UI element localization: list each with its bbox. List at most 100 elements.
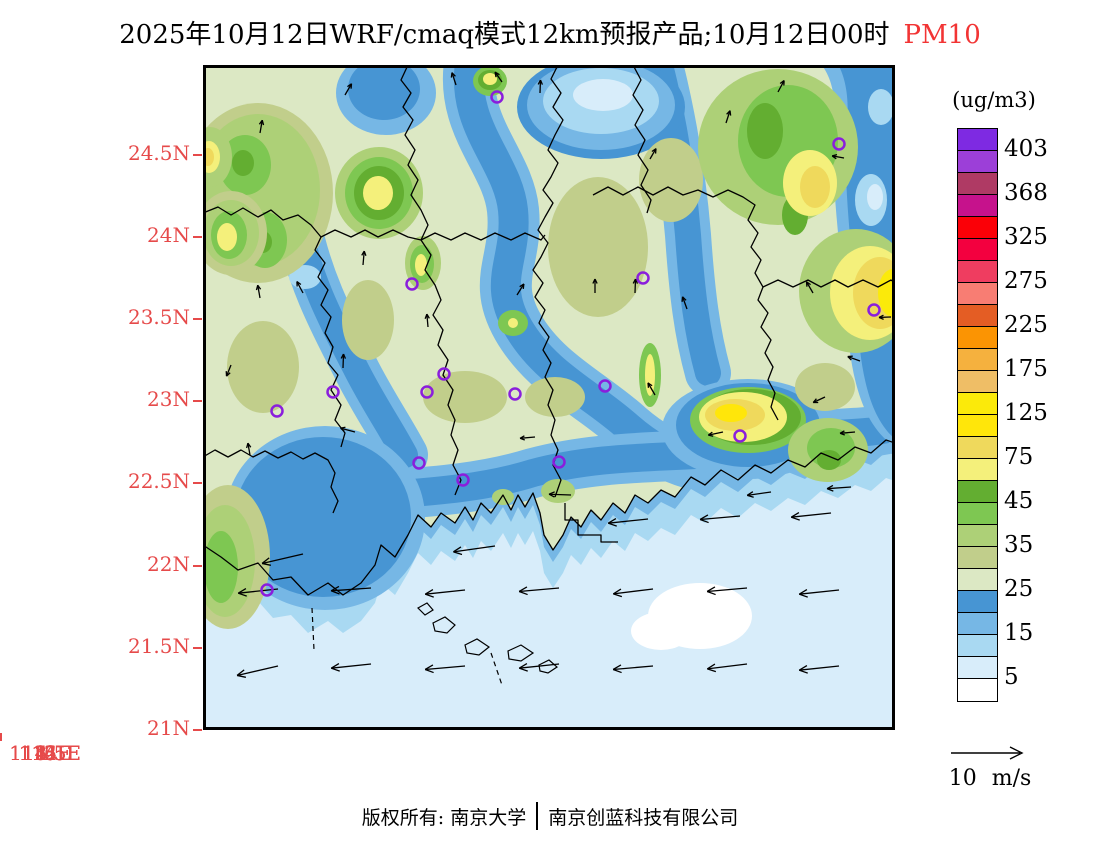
island-outline xyxy=(417,602,434,616)
wind-vector-barb xyxy=(608,522,617,527)
wind-vector-shaft xyxy=(707,587,748,593)
wind-vector xyxy=(878,314,892,320)
contour-blob xyxy=(232,150,254,176)
contour-blob xyxy=(867,184,883,210)
wind-vector-shaft xyxy=(247,443,251,456)
wind-vector-barb xyxy=(342,353,347,359)
wind-vector-shaft xyxy=(805,281,814,294)
station-marker xyxy=(405,277,419,291)
colorbar-boundary-label: 5 xyxy=(1004,664,1019,690)
station-marker xyxy=(270,404,284,418)
wind-vector-shaft xyxy=(812,396,826,404)
wind-vector-shaft xyxy=(725,110,731,124)
wind-vector-barb xyxy=(607,517,617,524)
wind-vector-shaft xyxy=(840,431,856,434)
footer-right: 南京创蓝科技有限公司 xyxy=(548,806,739,829)
contour-blob xyxy=(492,489,514,505)
colorbar-cell xyxy=(958,591,997,613)
wind-vector-shaft xyxy=(519,663,560,669)
contour-blob xyxy=(878,269,895,317)
wind-vector-barb xyxy=(522,283,525,290)
wind-vector xyxy=(706,663,748,673)
wind-vector-barb xyxy=(613,593,623,598)
wind-vector-shaft xyxy=(647,382,656,396)
colorbar-cell xyxy=(958,195,997,217)
wind-vector-shaft xyxy=(649,148,657,160)
copyright-footer: 版权所有: 南京大学 南京创蓝科技有限公司 xyxy=(0,802,1100,830)
contour-blob xyxy=(217,223,237,251)
colorbar-cell xyxy=(958,569,997,591)
colorbar-boundary-label: 125 xyxy=(1004,400,1048,426)
colorbar-cell xyxy=(958,283,997,305)
wind-vector xyxy=(255,284,262,299)
wind-vector xyxy=(839,430,856,436)
footer-left: 版权所有: 南京大学 xyxy=(361,806,527,829)
wind-vector xyxy=(453,545,496,556)
contour-blob xyxy=(508,318,518,328)
wind-vector-barb xyxy=(634,278,639,284)
wind-vector-shaft xyxy=(362,250,365,266)
wind-vector xyxy=(699,514,741,524)
wind-vector-barb xyxy=(798,664,808,671)
wind-vector-shaft xyxy=(494,71,503,83)
contour-blob xyxy=(631,612,691,650)
wind-vector xyxy=(632,278,639,294)
lon-tick-label: 115.5E xyxy=(9,741,81,765)
wind-vector-barb xyxy=(799,669,808,674)
wind-vector-barb xyxy=(330,585,340,592)
admin-boundary xyxy=(632,65,652,214)
admin-boundary xyxy=(203,206,346,448)
colorbar-cell xyxy=(958,679,997,701)
admin-boundary xyxy=(532,65,564,498)
station-marker xyxy=(552,455,566,469)
wind-vector xyxy=(805,281,814,294)
wind-vector-barb xyxy=(518,662,528,669)
wind-vector-shaft xyxy=(707,663,748,670)
wind-vector-shaft xyxy=(520,436,536,439)
station-marker xyxy=(260,583,274,597)
wind-vector-shaft xyxy=(799,665,840,671)
colorbar-cell xyxy=(958,415,997,437)
colorbar-boundary-label: 325 xyxy=(1004,224,1048,250)
station-marker xyxy=(832,137,846,151)
wind-vector-barb xyxy=(594,278,598,284)
wind-vector-barb xyxy=(612,588,622,595)
colorbar-cell xyxy=(958,481,997,503)
wind-vector-barb xyxy=(494,71,500,76)
dashed-boundary xyxy=(490,652,503,686)
colorbar-cell xyxy=(958,129,997,151)
colorbar-cell xyxy=(958,239,997,261)
wind-vector-shaft xyxy=(451,72,457,86)
wind-vector-shaft xyxy=(519,587,560,593)
contour-blob xyxy=(415,254,427,276)
wind-vector-barb xyxy=(798,588,808,595)
wind-vector-barb xyxy=(548,493,555,498)
wind-vector xyxy=(725,110,732,124)
wind-vector-barb xyxy=(791,516,800,521)
wind-vector-barb xyxy=(707,431,713,436)
title-text: 2025年10月12日WRF/cmaq模式12km预报产品;10月12日00时 xyxy=(119,20,890,50)
colorbar-boundary-label: 75 xyxy=(1004,444,1034,470)
colorbar-cell xyxy=(958,327,997,349)
wind-vector-shaft xyxy=(425,589,466,595)
wind-vector-barb xyxy=(424,588,434,595)
island-outline xyxy=(464,638,491,656)
wind-vector-barb xyxy=(424,668,434,674)
wind-vector-barb xyxy=(706,586,716,593)
wind-vector-barb xyxy=(237,587,247,594)
wind-vector xyxy=(516,283,525,296)
wind-vector-barb xyxy=(746,491,754,496)
wind-vector-shaft xyxy=(548,493,572,496)
contour-blob xyxy=(645,354,655,396)
colorbar-cell xyxy=(958,547,997,569)
wind-vector xyxy=(706,586,748,596)
station-marker xyxy=(456,473,470,487)
contour-blob xyxy=(342,280,394,360)
colorbar-unit-label: (ug/m3) xyxy=(952,88,1036,112)
admin-boundary xyxy=(400,65,462,496)
wind-vector xyxy=(296,281,304,294)
wind-vector xyxy=(831,153,845,160)
wind-vector-barb xyxy=(699,518,709,524)
colorbar-cell xyxy=(958,635,997,657)
lat-tick-label: 24N xyxy=(147,223,190,247)
